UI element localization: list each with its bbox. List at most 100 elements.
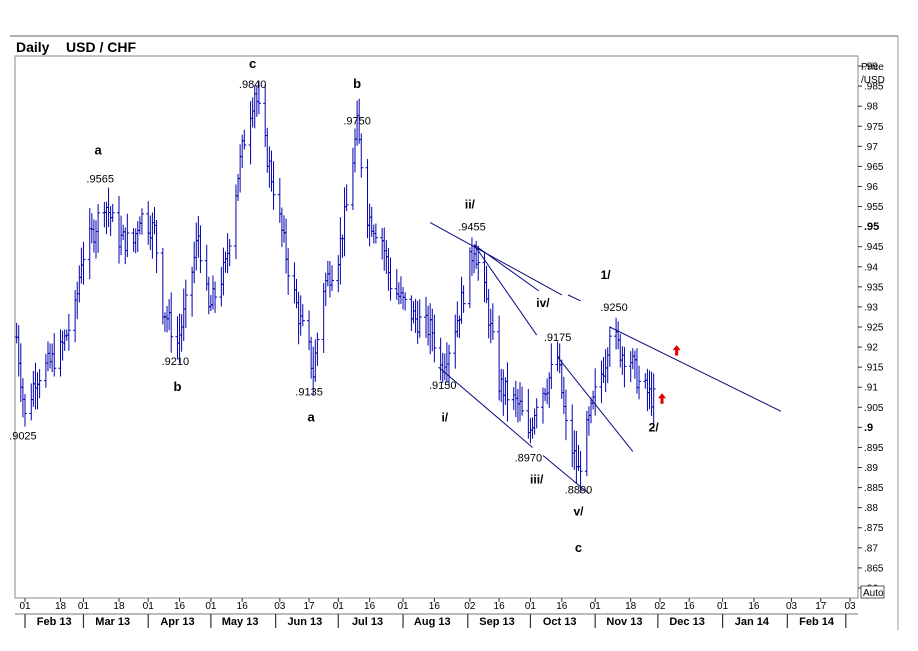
x-day-tick-label: 03 [786, 601, 798, 612]
ohlc-bar [37, 369, 42, 399]
x-month-label: Feb 13 [37, 616, 72, 628]
y-tick-label: .9 [864, 422, 873, 434]
up-arrow-head [672, 345, 681, 351]
y-tick-label: .945 [864, 242, 884, 253]
ohlc-bar [432, 314, 437, 363]
x-month-label: Mar 13 [95, 616, 130, 628]
ohlc-bar [520, 386, 525, 416]
up-arrow-shaft [660, 397, 664, 404]
ohlc-bar [330, 265, 335, 291]
ohlc-bar [578, 451, 583, 493]
y-tick-label: .965 [864, 162, 884, 173]
wave-label: v/ [573, 505, 584, 519]
up-arrow-head [658, 393, 667, 399]
x-month-label: Dec 13 [669, 616, 704, 628]
y-tick-label: .88 [864, 503, 878, 514]
wave-label: b [173, 379, 181, 394]
wave-label: c [249, 56, 256, 71]
x-day-tick-label: 17 [815, 601, 827, 612]
ohlc-bar [373, 223, 378, 244]
y-tick-label: .89 [864, 463, 878, 474]
trend-line [557, 356, 634, 452]
ohlc-bar [125, 213, 130, 258]
ohlc-bar [549, 343, 554, 390]
ohlc-bar [344, 184, 349, 212]
symbol-label: USD / CHF [66, 39, 136, 55]
price-axis-title-1: Price [861, 62, 884, 73]
x-day-tick-label: 01 [590, 601, 602, 612]
x-day-tick-label: 01 [333, 601, 345, 612]
ohlc-bar [505, 362, 510, 422]
header-bar [10, 36, 898, 56]
x-day-tick-label: 16 [748, 601, 760, 612]
wave-label: a [94, 142, 102, 157]
wave-label: i/ [441, 410, 448, 424]
ohlc-bar [183, 279, 188, 329]
x-day-tick-label: 18 [113, 601, 125, 612]
x-month-label: Jan 14 [735, 616, 770, 628]
ohlc-bar [461, 285, 466, 313]
y-tick-label: .97 [864, 142, 878, 153]
ohlc-bar [315, 332, 320, 366]
auto-scale-button[interactable] [860, 585, 885, 599]
price-label: .8890 [565, 485, 593, 497]
x-month-label: Sep 13 [479, 616, 514, 628]
wave-label: 2/ [649, 420, 660, 434]
ohlc-bar [286, 248, 291, 295]
y-tick-label: .905 [864, 403, 884, 414]
ohlc-bar [213, 281, 218, 313]
ohlc-bar [300, 304, 305, 327]
ohlc-bar [403, 292, 408, 311]
ohlc-bar [110, 203, 115, 223]
trend-lines [429, 222, 782, 494]
ohlc-bar [66, 313, 71, 351]
y-tick-label: .92 [864, 343, 878, 354]
wave-label: b [353, 76, 361, 91]
date-axis: 01 18 01 18 01 16 01 16 03 17 01 16 01 16 02 16 01 16 01 18… [15, 598, 858, 628]
ohlc-bar [256, 80, 261, 115]
ohlc-bar [198, 225, 203, 274]
y-tick-label: .93 [864, 302, 878, 313]
wave-label: a [308, 409, 316, 424]
x-day-tick-label: 01 [397, 601, 409, 612]
price-label: .9175 [544, 332, 572, 344]
trend-line [542, 455, 590, 494]
ohlc-bar [359, 133, 364, 178]
x-day-tick-label: 16 [237, 601, 249, 612]
ohlc-bar [52, 333, 57, 377]
price-label: .9750 [343, 115, 371, 127]
x-day-tick-label: 02 [654, 601, 666, 612]
price-label: .9565 [86, 173, 114, 185]
y-tick-label: .98 [864, 102, 878, 113]
x-day-tick-label: 02 [464, 601, 476, 612]
y-tick-label: .95 [864, 221, 879, 233]
y-tick-label: .935 [864, 282, 884, 293]
trend-line [438, 366, 533, 448]
x-month-label: Aug 13 [414, 616, 451, 628]
ohlc-bar [227, 239, 232, 267]
trend-line [473, 244, 540, 292]
x-day-tick-label: 01 [525, 601, 537, 612]
price-label: .9840 [239, 79, 267, 91]
x-day-tick-label: 16 [364, 601, 376, 612]
x-month-label: May 13 [222, 616, 259, 628]
y-tick-label: .96 [864, 182, 878, 193]
ohlc-bar [96, 204, 101, 253]
x-day-tick-label: 03 [844, 601, 856, 612]
wave-label: 1/ [601, 268, 612, 282]
price-label: .9135 [295, 386, 323, 398]
ohlc-bar [622, 347, 627, 388]
plot-area [14, 55, 859, 599]
ohlc-bar [139, 208, 144, 235]
x-day-tick-label: 16 [684, 601, 696, 612]
y-tick-label: .865 [864, 563, 884, 574]
x-day-tick-label: 01 [205, 601, 217, 612]
x-day-tick-label: 18 [625, 601, 637, 612]
trend-line [567, 294, 581, 302]
y-tick-label: .94 [864, 262, 878, 273]
x-month-label: Apr 13 [160, 616, 194, 628]
price-label: .9455 [458, 222, 486, 234]
wave-label: iv/ [536, 296, 550, 310]
x-month-label: Jul 13 [352, 616, 383, 628]
